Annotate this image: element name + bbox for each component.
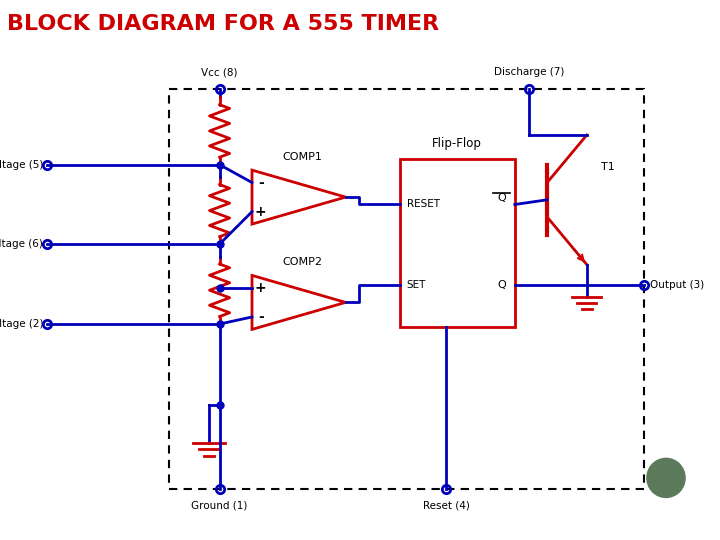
Text: Flip-Flop: Flip-Flop [432,137,482,150]
Ellipse shape [647,458,685,498]
Text: Output (3): Output (3) [650,280,704,290]
Text: Reset (4): Reset (4) [423,501,470,511]
Text: +: + [255,281,266,295]
Text: Threshold Voltage (6): Threshold Voltage (6) [0,239,43,249]
Text: Ground (1): Ground (1) [192,501,248,511]
Text: SET: SET [407,280,426,290]
Text: -: - [258,310,264,324]
Text: Q: Q [498,280,506,290]
Bar [169,89,644,489]
Text: Discharge (7): Discharge (7) [494,67,564,77]
Text: COMP2: COMP2 [282,257,323,267]
Text: RESET: RESET [407,199,440,210]
Text: T1: T1 [601,163,615,172]
Text: +: + [255,205,266,219]
Text: Q: Q [498,193,506,203]
Text: COMP1: COMP1 [282,152,323,162]
Text: Vcc (8): Vcc (8) [202,67,238,77]
Text: Control Voltage (5): Control Voltage (5) [0,160,43,170]
Text: -: - [258,176,264,190]
Text: Trigger Voltage (2): Trigger Voltage (2) [0,319,43,329]
Text: BLOCK DIAGRAM FOR A 555 TIMER: BLOCK DIAGRAM FOR A 555 TIMER [7,14,439,33]
Bar [400,159,515,327]
